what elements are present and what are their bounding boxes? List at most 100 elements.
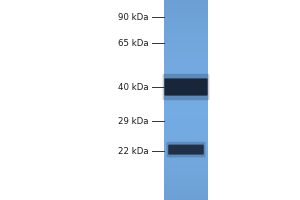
Bar [164, 23, 208, 24]
Text: 40 kDa: 40 kDa [118, 83, 148, 92]
Bar [164, 91, 208, 92]
Bar [164, 194, 208, 196]
Bar [164, 147, 208, 148]
Bar [164, 109, 208, 110]
Bar [164, 159, 208, 160]
Bar [164, 42, 208, 44]
Bar [164, 132, 208, 133]
Bar [164, 184, 208, 185]
Bar [164, 118, 208, 120]
Bar [164, 196, 208, 197]
Bar [164, 124, 208, 126]
Bar [164, 56, 208, 58]
Bar [164, 90, 208, 91]
Bar [164, 4, 208, 6]
Bar [164, 84, 208, 85]
Bar [164, 198, 208, 200]
Text: 22 kDa: 22 kDa [118, 146, 148, 156]
Bar [164, 68, 208, 69]
Bar [164, 193, 208, 194]
Bar [164, 198, 208, 199]
Bar [164, 184, 208, 186]
Bar [164, 157, 208, 158]
Bar [164, 40, 208, 42]
Bar [164, 66, 208, 67]
Bar [164, 62, 208, 64]
Bar [164, 85, 208, 86]
Bar [164, 146, 208, 148]
Bar [164, 27, 208, 28]
Bar [164, 152, 208, 154]
Bar [164, 29, 208, 30]
Bar [164, 20, 208, 21]
Bar [164, 31, 208, 32]
Bar [164, 128, 208, 129]
Bar [164, 116, 208, 118]
Bar [164, 114, 208, 115]
Bar [164, 2, 208, 3]
Bar [164, 121, 208, 122]
Bar [164, 112, 208, 114]
Bar [164, 35, 208, 36]
Bar [164, 14, 208, 15]
Bar [164, 12, 208, 14]
Bar [164, 86, 208, 87]
Bar [164, 46, 208, 48]
Bar [164, 80, 208, 81]
Bar [164, 188, 208, 190]
Bar [164, 34, 208, 36]
Bar [164, 44, 208, 46]
Bar [164, 54, 208, 55]
Bar [164, 94, 208, 96]
Bar [164, 192, 208, 194]
Bar [164, 174, 208, 175]
Bar [164, 84, 208, 86]
Bar [164, 130, 208, 132]
Bar [164, 150, 208, 152]
Bar [164, 161, 208, 162]
Text: 90 kDa: 90 kDa [118, 12, 148, 21]
Bar [164, 156, 208, 157]
Bar [164, 190, 208, 192]
Bar [164, 56, 208, 57]
Bar [164, 47, 208, 48]
Bar [164, 115, 208, 116]
Bar [164, 64, 208, 65]
Bar [164, 100, 208, 102]
Bar [164, 60, 208, 61]
Bar [164, 136, 208, 137]
Bar [164, 18, 208, 20]
Bar [164, 113, 208, 114]
Bar [164, 167, 208, 168]
Bar [164, 90, 208, 92]
Bar [164, 139, 208, 140]
Bar [164, 162, 208, 164]
Bar [164, 158, 208, 160]
Bar [164, 171, 208, 172]
Bar [164, 40, 208, 41]
Bar [164, 95, 208, 96]
Bar [164, 177, 208, 178]
Bar [164, 62, 208, 63]
Bar [164, 20, 208, 22]
Bar [164, 180, 208, 181]
Bar [164, 89, 208, 90]
Bar [164, 17, 208, 18]
Bar [164, 78, 208, 80]
Bar [164, 187, 208, 188]
Bar [164, 138, 208, 139]
Bar [164, 36, 208, 38]
FancyBboxPatch shape [168, 145, 204, 155]
Bar [164, 183, 208, 184]
Bar [164, 76, 208, 77]
Bar [164, 188, 208, 189]
Bar [164, 34, 208, 35]
Bar [164, 107, 208, 108]
Bar [164, 182, 208, 183]
Bar [164, 126, 208, 127]
Bar [164, 51, 208, 52]
Bar [164, 36, 208, 37]
Bar [164, 69, 208, 70]
Bar [164, 59, 208, 60]
Bar [164, 52, 208, 54]
